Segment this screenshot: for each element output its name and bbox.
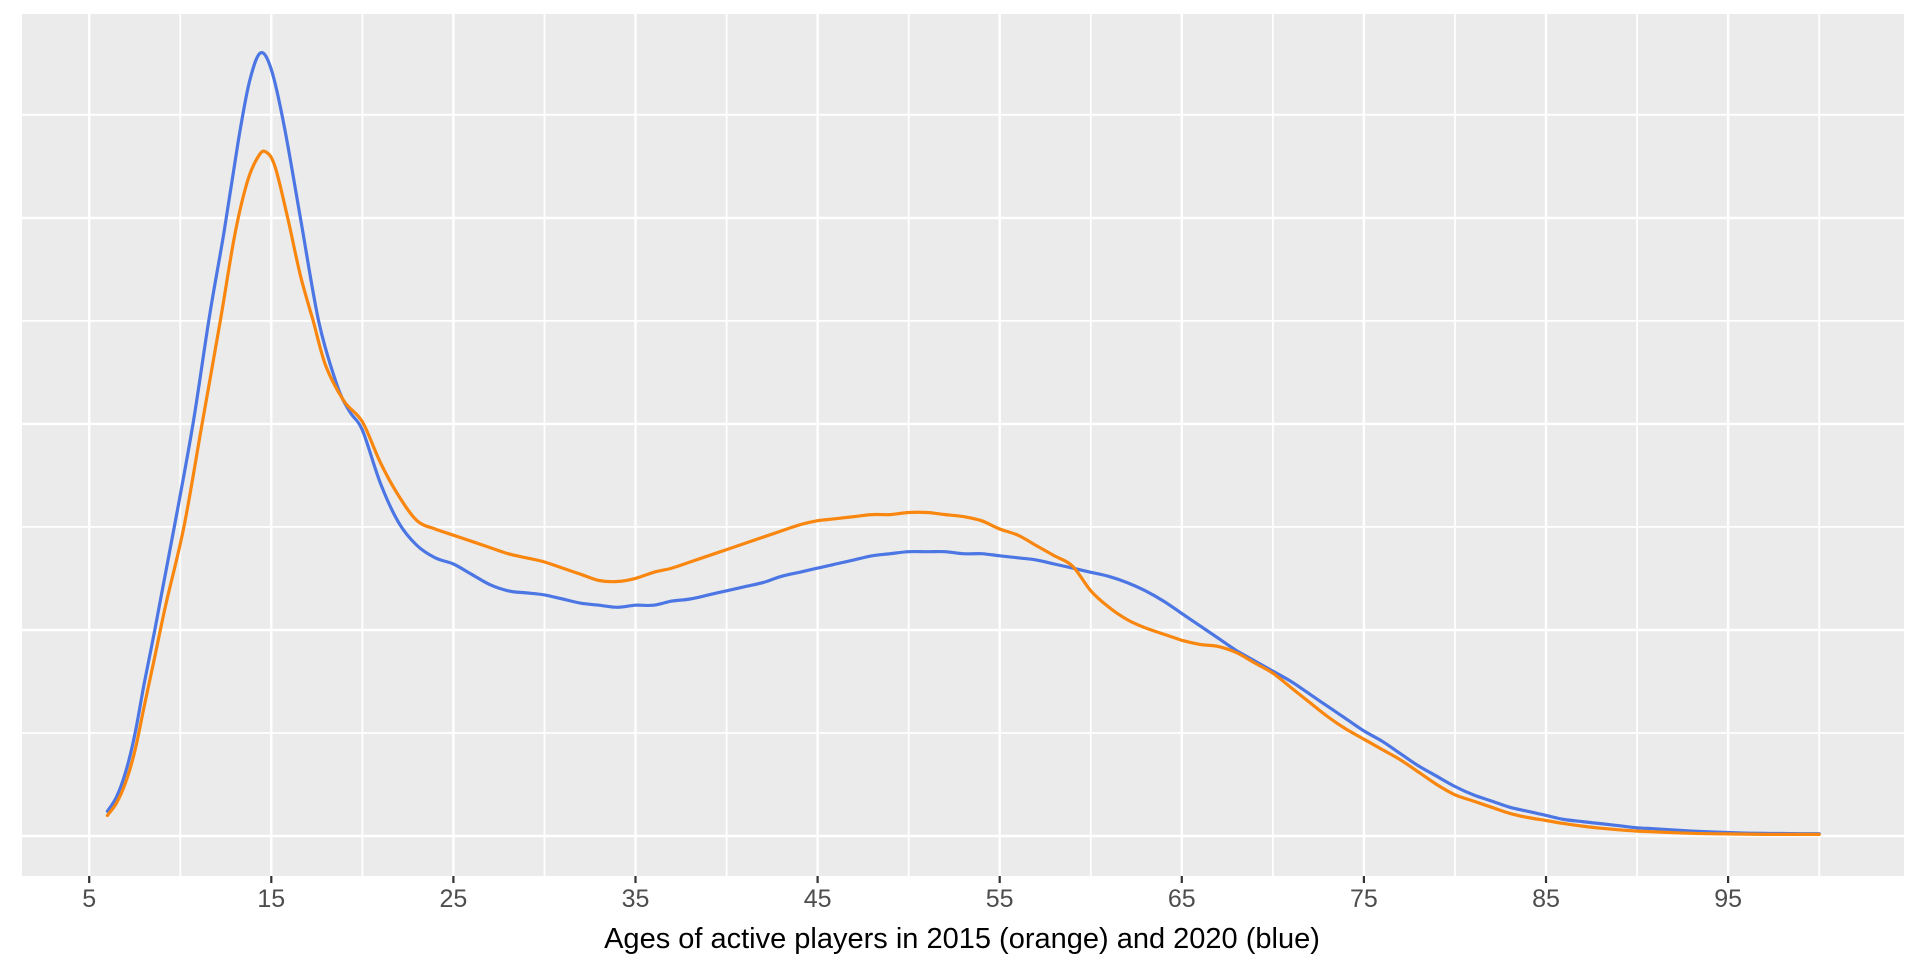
x-tick-label: 25 xyxy=(439,885,467,913)
x-axis-ticks xyxy=(88,876,1730,883)
density-curve-2015 xyxy=(105,149,1821,837)
x-tick-label: 15 xyxy=(257,885,285,913)
x-tick-label: 95 xyxy=(1714,885,1742,913)
x-tick-label: 65 xyxy=(1168,885,1196,913)
x-tick-label: 45 xyxy=(804,885,832,913)
x-tick-label: 35 xyxy=(622,885,650,913)
density-curves xyxy=(105,51,1821,837)
plot-panel xyxy=(22,14,1904,876)
x-tick-label: 85 xyxy=(1532,885,1560,913)
x-axis-tick-labels: 5 15 25 35 45 55 65 75 85 95 xyxy=(82,885,1742,913)
x-axis-title: Ages of active players in 2015 (orange) … xyxy=(604,923,1320,955)
gridlines-minor xyxy=(22,14,1904,876)
x-tick-label: 5 xyxy=(82,885,96,913)
x-tick-label: 75 xyxy=(1350,885,1378,913)
x-tick-label: 55 xyxy=(986,885,1014,913)
density-curve-2020 xyxy=(105,51,1821,836)
